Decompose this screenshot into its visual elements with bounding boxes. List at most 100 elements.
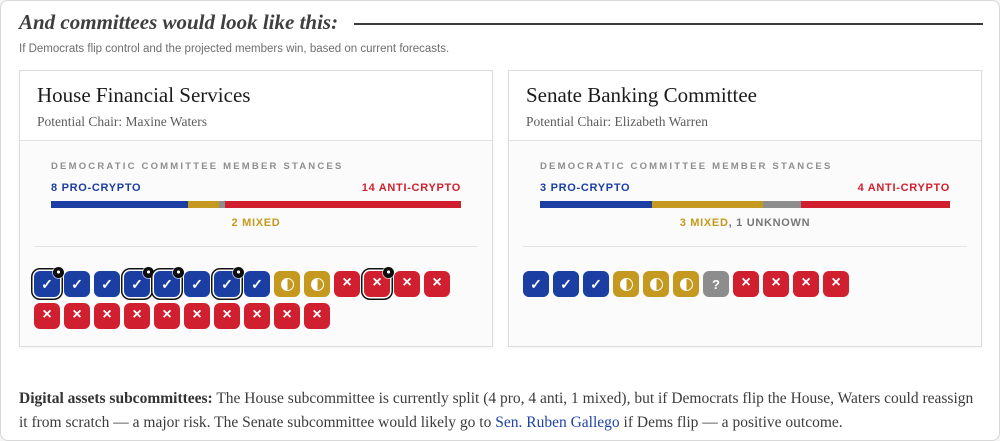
check-icon: ✓: [590, 276, 602, 292]
card-title: House Financial Services: [37, 83, 251, 107]
half-circle-icon: [619, 277, 633, 291]
badge-dot-icon: [383, 267, 394, 278]
half-circle-icon: [649, 277, 663, 291]
member-stance-anti-chip[interactable]: ×: [154, 303, 180, 329]
section-divider: [34, 246, 478, 247]
ruben-gallego-link[interactable]: Sen. Ruben Gallego: [495, 414, 620, 432]
card-header: Senate Banking Committee Potential Chair…: [509, 71, 981, 140]
section-divider: [523, 246, 967, 247]
member-stance-pro-chip[interactable]: ✓: [244, 271, 270, 297]
member-stance-anti-chip[interactable]: ×: [304, 303, 330, 329]
member-stance-anti-chip[interactable]: ×: [244, 303, 270, 329]
x-icon: ×: [102, 306, 112, 323]
half-circle-icon: [280, 277, 294, 291]
stances-section-label: DEMOCRATIC COMMITTEE MEMBER STANCES: [51, 161, 344, 172]
page-header: And committees would look like this: If …: [1, 1, 999, 55]
x-icon: ×: [312, 306, 322, 323]
bar-segment-unknown: [219, 201, 226, 208]
mixed-count-label: 2 MIXED: [231, 217, 281, 229]
member-stance-mixed-chip[interactable]: [613, 271, 639, 297]
card-body: DEMOCRATIC COMMITTEE MEMBER STANCES 8 PR…: [20, 140, 492, 346]
anti-crypto-count-label: 4 ANTI-CRYPTO: [857, 182, 950, 194]
x-icon: ×: [432, 274, 442, 291]
member-stance-pro-chip[interactable]: ✓: [34, 267, 64, 297]
check-icon: ✓: [530, 276, 542, 292]
member-stance-pro-chip[interactable]: ✓: [154, 267, 184, 297]
card-body: DEMOCRATIC COMMITTEE MEMBER STANCES 3 PR…: [509, 140, 981, 346]
x-icon: ×: [132, 306, 142, 323]
check-icon: ✓: [101, 276, 113, 292]
member-stance-anti-chip[interactable]: ×: [34, 303, 60, 329]
check-icon: ✓: [41, 276, 53, 292]
stance-stacked-bar: [540, 201, 950, 208]
x-icon: ×: [342, 274, 352, 291]
bar-segment-mixed: [651, 201, 764, 208]
member-stance-anti-chip[interactable]: ×: [274, 303, 300, 329]
bar-segment-anti: [800, 201, 950, 208]
member-stance-pro-chip[interactable]: ✓: [94, 271, 120, 297]
half-circle-icon: [310, 277, 324, 291]
pro-crypto-count-label: 8 PRO-CRYPTO: [51, 182, 142, 194]
member-stance-anti-chip[interactable]: ×: [64, 303, 90, 329]
stance-bar-section: DEMOCRATIC COMMITTEE MEMBER STANCES 3 PR…: [540, 161, 950, 229]
stance-bar-section: DEMOCRATIC COMMITTEE MEMBER STANCES 8 PR…: [51, 161, 461, 229]
member-stance-pro-chip[interactable]: ✓: [184, 271, 210, 297]
member-stance-icon-grid: ✓ ✓ ✓ ✓ ✓ ✓ ✓ ✓ × × × × × × × × × × × × × ×: [34, 267, 478, 329]
bar-segment-pro: [540, 201, 652, 208]
stance-stacked-bar: [51, 201, 461, 208]
member-stance-anti-chip[interactable]: ×: [334, 271, 360, 297]
x-icon: ×: [402, 274, 412, 291]
member-stance-anti-chip[interactable]: ×: [394, 271, 420, 297]
note-text-after-link: if Dems flip — a positive outcome.: [619, 414, 843, 432]
pro-crypto-count-label: 3 PRO-CRYPTO: [540, 182, 631, 194]
unknown-count-label: , 1 UNKNOWN: [728, 217, 811, 229]
member-stance-pro-chip[interactable]: ✓: [64, 271, 90, 297]
member-stance-pro-chip[interactable]: ✓: [553, 271, 579, 297]
check-icon: ✓: [131, 276, 143, 292]
badge-dot-icon: [233, 267, 244, 278]
member-stance-icon-grid: ✓ ✓ ✓? × × × ×: [523, 271, 967, 297]
member-stance-pro-chip[interactable]: ✓: [214, 267, 244, 297]
x-icon: ×: [771, 274, 781, 291]
bar-segment-pro: [51, 201, 188, 208]
member-stance-mixed-chip[interactable]: [643, 271, 669, 297]
potential-chair-label: Potential Chair: Elizabeth Warren: [526, 114, 708, 129]
senate-banking-committee-card: Senate Banking Committee Potential Chair…: [508, 70, 982, 347]
check-icon: ✓: [251, 276, 263, 292]
member-stance-mixed-chip[interactable]: [274, 271, 300, 297]
member-stance-anti-chip[interactable]: ×: [763, 271, 789, 297]
note-text-before-link: The House subcommittee is currently spli…: [19, 390, 974, 432]
member-stance-anti-chip[interactable]: ×: [793, 271, 819, 297]
x-icon: ×: [222, 306, 232, 323]
potential-chair-label: Potential Chair: Maxine Waters: [37, 114, 208, 129]
member-stance-mixed-chip[interactable]: [304, 271, 330, 297]
house-financial-services-card: House Financial Services Potential Chair…: [19, 70, 493, 347]
member-stance-pro-chip[interactable]: ✓: [523, 271, 549, 297]
bar-segment-mixed: [187, 201, 220, 208]
card-header: House Financial Services Potential Chair…: [20, 71, 492, 140]
x-icon: ×: [72, 306, 82, 323]
member-stance-unknown-chip[interactable]: ?: [703, 271, 729, 297]
header-rule: [354, 23, 983, 25]
member-stance-anti-chip[interactable]: ×: [733, 271, 759, 297]
member-stance-pro-chip[interactable]: ✓: [583, 271, 609, 297]
member-stance-anti-chip[interactable]: ×: [94, 303, 120, 329]
member-stance-mixed-chip[interactable]: [673, 271, 699, 297]
x-icon: ×: [282, 306, 292, 323]
member-stance-pro-chip[interactable]: ✓: [124, 267, 154, 297]
committee-cards-row: House Financial Services Potential Chair…: [19, 70, 982, 347]
member-stance-anti-chip[interactable]: ×: [184, 303, 210, 329]
member-stance-anti-chip[interactable]: ×: [823, 271, 849, 297]
member-stance-anti-chip[interactable]: ×: [124, 303, 150, 329]
x-icon: ×: [831, 274, 841, 291]
x-icon: ×: [162, 306, 172, 323]
check-icon: ✓: [191, 276, 203, 292]
member-stance-anti-chip[interactable]: ×: [364, 267, 394, 297]
check-icon: ✓: [560, 276, 572, 292]
note-lead: Digital assets subcommittees:: [19, 390, 213, 407]
badge-dot-icon: [53, 267, 64, 278]
member-stance-anti-chip[interactable]: ×: [214, 303, 240, 329]
member-stance-anti-chip[interactable]: ×: [424, 271, 450, 297]
check-icon: ✓: [161, 276, 173, 292]
